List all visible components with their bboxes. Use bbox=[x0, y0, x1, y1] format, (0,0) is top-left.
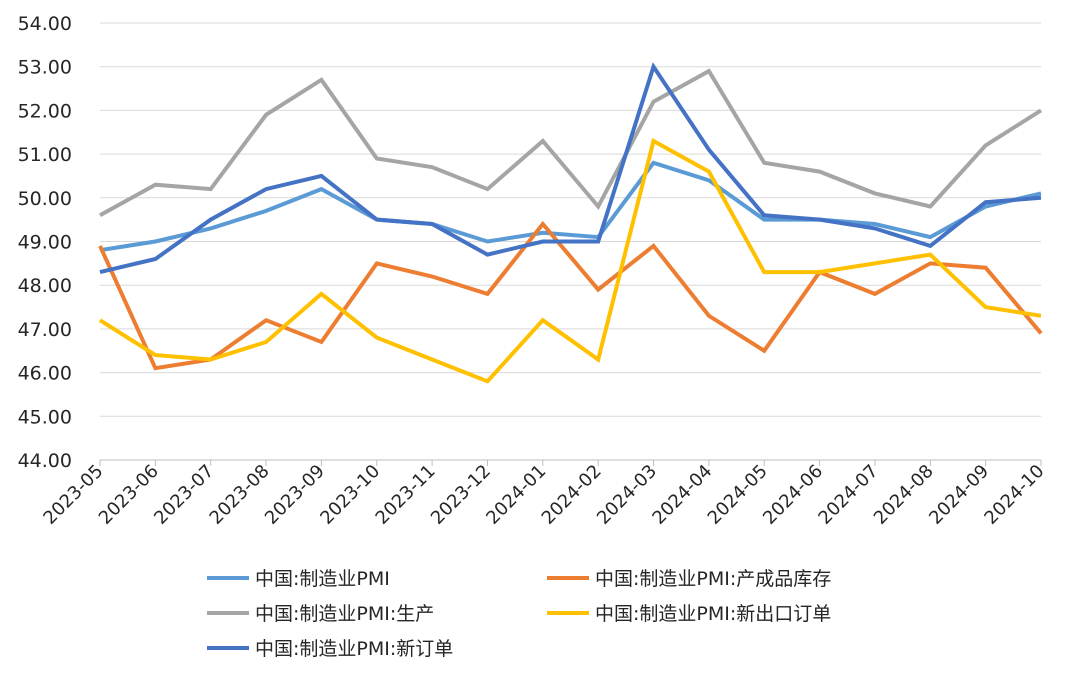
x-tick-label: 2023-07 bbox=[150, 461, 218, 529]
x-tick-label: 2023-08 bbox=[206, 461, 274, 529]
x-tick-label: 2024-03 bbox=[593, 461, 661, 529]
x-tick-label: 2024-06 bbox=[759, 461, 827, 529]
legend-label: 中国:制造业PMI:生产 bbox=[255, 603, 434, 625]
y-tick-label: 50.00 bbox=[18, 188, 72, 210]
x-tick-label: 2023-10 bbox=[316, 461, 384, 529]
y-tick-label: 53.00 bbox=[18, 57, 72, 79]
x-tick-label: 2023-11 bbox=[372, 461, 440, 529]
series-line bbox=[99, 62, 1042, 275]
y-tick-label: 54.00 bbox=[18, 13, 72, 35]
x-tick-label: 2024-02 bbox=[538, 461, 606, 529]
x-tick-label: 2023-06 bbox=[95, 461, 163, 529]
y-tick-label: 48.00 bbox=[18, 275, 72, 297]
y-tick-label: 44.00 bbox=[18, 450, 72, 472]
legend-label: 中国:制造业PMI:产成品库存 bbox=[595, 568, 831, 590]
axes: 44.00 45.00 46.00 47.00 48.00 49.00 50.00 51.00… bbox=[18, 13, 1049, 529]
legend-label: 中国:制造业PMI bbox=[255, 568, 390, 590]
x-tick-label: 2023-09 bbox=[261, 461, 329, 529]
x-tick-label: 2024-08 bbox=[870, 461, 938, 529]
x-tick-label: 2024-10 bbox=[980, 461, 1048, 529]
x-tick-label: 2024-09 bbox=[925, 461, 993, 529]
x-tick-label: 2023-12 bbox=[427, 461, 495, 529]
x-tick-label: 2024-01 bbox=[482, 461, 550, 529]
x-tick-label: 2024-07 bbox=[814, 461, 882, 529]
y-tick-label: 52.00 bbox=[18, 100, 72, 122]
series-line bbox=[98, 220, 1043, 371]
x-tick-label: 2024-04 bbox=[648, 461, 716, 529]
series-line bbox=[98, 137, 1042, 384]
y-tick-label: 51.00 bbox=[18, 144, 72, 166]
series-line bbox=[99, 68, 1043, 218]
y-tick-label: 49.00 bbox=[18, 232, 72, 254]
y-tick-label: 45.00 bbox=[18, 406, 72, 428]
series-lines bbox=[98, 62, 1043, 384]
legend-label: 中国:制造业PMI:新出口订单 bbox=[595, 603, 831, 625]
y-tick-label: 47.00 bbox=[18, 319, 72, 341]
legend-label: 中国:制造业PMI:新订单 bbox=[255, 638, 453, 660]
series-line bbox=[99, 160, 1042, 253]
y-tick-label: 46.00 bbox=[18, 363, 72, 385]
x-tick-label: 2024-05 bbox=[704, 461, 772, 529]
